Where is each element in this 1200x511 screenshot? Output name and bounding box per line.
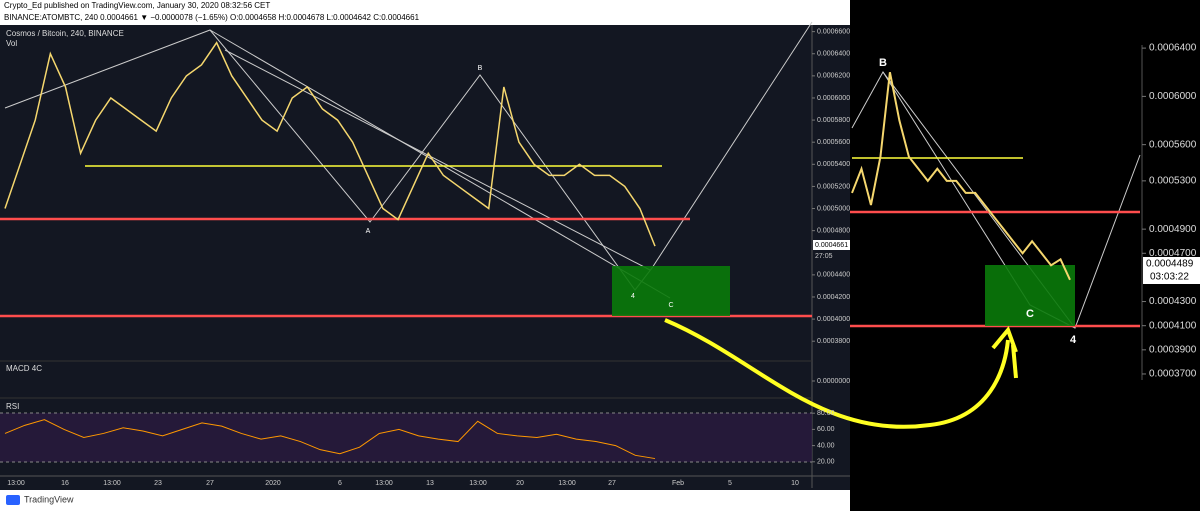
y-tick-label: 40.00 [817,442,835,449]
x-tick-label: 16 [61,480,69,487]
y-tick-label: 0.0006400 [1149,43,1197,54]
trend-line [224,49,651,271]
y-tick-label: 0.0005800 [817,117,850,124]
y-tick-label: 0.0004900 [1149,224,1197,235]
x-tick-label: 5 [728,480,732,487]
y-tick-label: 0.0003900 [1149,344,1197,355]
y-tick-label: 0.0003700 [1149,369,1197,380]
y-tick-label: 0.0004800 [817,227,850,234]
x-tick-label: 23 [154,480,162,487]
header-symbol: BINANCE:ATOMBTC, 240 0.0004661 ▼ −0.0000… [4,13,420,22]
arrow [664,318,1010,429]
y-tick-label: 80.00 [817,410,835,417]
x-tick-label: 13:00 [469,480,487,487]
y-tick-label: 0.0004100 [1149,320,1197,331]
x-tick-label: 27 [206,480,214,487]
rsi-line [4,419,656,460]
price-line [4,41,656,247]
brand: TradingView [24,494,74,504]
y-tick-label: 0.0004200 [817,294,850,301]
y-tick-label: 0.0004000 [817,316,850,323]
header-published: Crypto_Ed published on TradingView.com, … [4,1,270,10]
wave-label: C [668,302,673,309]
volume-label: Vol [6,39,17,48]
right-background [850,0,1200,511]
wave-label: B [879,57,887,69]
y-tick-label: 0.0005300 [1149,176,1197,187]
x-tick-label: 2020 [265,480,281,487]
x-tick-label: Feb [672,480,684,487]
x-tick-label: 20 [516,480,524,487]
x-tick-label: 10 [791,480,799,487]
y-tick-label: 0.0006400 [817,51,850,58]
last-price: 0.0004489 [1146,259,1194,270]
x-tick-label: 6 [338,480,342,487]
brand-logo [6,495,20,505]
arrow-tail [1011,344,1018,379]
y-tick-label: 0.0006200 [817,73,850,80]
y-tick-label: 0.0006600 [817,28,850,35]
x-tick-label: 13:00 [103,480,121,487]
rsi-label: RSI [6,402,19,411]
header-bar [0,0,850,25]
x-tick-label: 13 [426,480,434,487]
y-tick-label: 0.0005200 [817,183,850,190]
last-price-tag [813,240,850,250]
y-tick-label: 0.0004700 [1149,248,1197,259]
y-tick-label: 20.00 [817,459,835,466]
trend-line [209,29,671,299]
price-line [851,72,1071,281]
y-tick-label: 0.0000000 [817,378,850,385]
target-zone [985,265,1075,326]
wave-label: 4 [1070,334,1077,346]
y-tick-label: 0.0004300 [1149,296,1197,307]
last-price-tag [1143,257,1200,284]
legend: Cosmos / Bitcoin, 240, BINANCE [6,29,124,38]
x-tick-label: 13:00 [558,480,576,487]
last-price: 0.0004661 [815,242,848,249]
y-tick-label: 0.0003800 [817,338,850,345]
y-tick-label: 0.0004400 [817,272,850,279]
countdown: 03:03:22 [1150,272,1189,283]
x-tick-label: 13:00 [375,480,393,487]
y-tick-label: 0.0005000 [817,205,850,212]
macd-label: MACD 4C [6,364,42,373]
rsi-band [0,413,812,462]
countdown: 27:05 [815,253,833,260]
wave-label: C [1026,308,1034,320]
x-tick-label: 13:00 [7,480,25,487]
y-tick-label: 0.0005600 [817,139,850,146]
wave-label: A [366,228,371,235]
y-tick-label: 0.0006000 [817,95,850,102]
y-tick-label: 0.0005400 [817,161,850,168]
wave-label: B [478,65,483,72]
footer-bar [0,490,850,511]
target-zone [612,266,730,316]
wave-label: 4 [631,293,635,300]
y-tick-label: 60.00 [817,426,835,433]
y-tick-label: 0.0005600 [1149,139,1197,150]
x-tick-label: 27 [608,480,616,487]
y-tick-label: 0.0006000 [1149,91,1197,102]
arrow-head [991,326,1018,353]
